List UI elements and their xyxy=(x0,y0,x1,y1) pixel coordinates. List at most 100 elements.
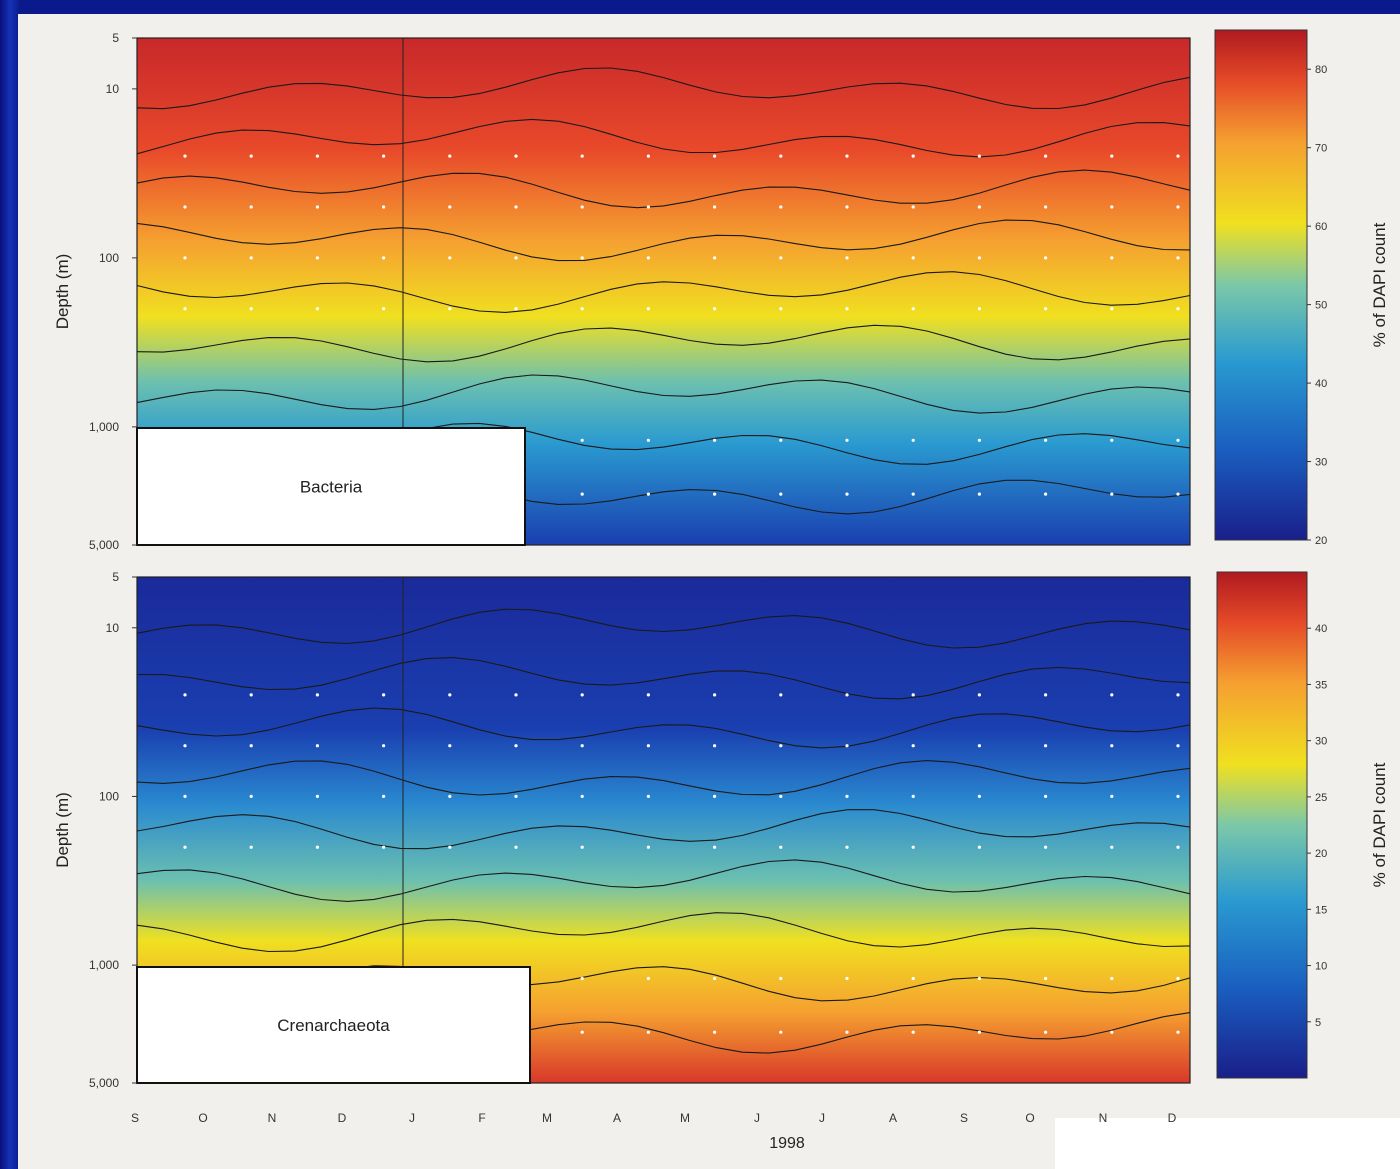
sample-point xyxy=(713,1030,717,1034)
white-cover-block xyxy=(1055,1118,1400,1169)
sample-point xyxy=(315,154,319,158)
sample-point xyxy=(977,693,982,697)
sample-point xyxy=(514,845,518,849)
sample-point xyxy=(1110,693,1114,697)
sample-point xyxy=(1110,492,1114,496)
y-tick-label: 5,000 xyxy=(89,1076,119,1090)
sample-point xyxy=(1176,307,1180,311)
sample-point xyxy=(977,845,982,849)
sample-point xyxy=(845,845,849,849)
sample-point xyxy=(911,794,915,799)
sample-point xyxy=(713,307,717,311)
panel-label: Bacteria xyxy=(300,478,363,497)
sample-point xyxy=(249,256,253,260)
sample-point xyxy=(713,438,717,442)
sample-point xyxy=(646,1030,651,1034)
y-tick-label: 10 xyxy=(106,621,120,635)
sample-point xyxy=(514,744,518,748)
sample-point xyxy=(646,154,651,158)
sample-point xyxy=(977,744,982,748)
sample-point xyxy=(911,307,915,311)
sample-point xyxy=(1176,492,1180,496)
sample-point xyxy=(1044,976,1048,981)
sample-point xyxy=(315,744,319,748)
colorbar xyxy=(1216,571,1308,1079)
sample-point xyxy=(580,256,584,260)
sample-point xyxy=(249,744,253,748)
sample-point xyxy=(911,154,915,158)
sample-point xyxy=(779,307,783,311)
y-tick-label: 1,000 xyxy=(89,420,119,434)
x-tick-label: N xyxy=(268,1111,277,1125)
sample-point xyxy=(580,438,584,442)
sample-point xyxy=(1110,976,1114,981)
y-tick-label: 5,000 xyxy=(89,538,119,552)
contour-line xyxy=(136,657,1191,700)
sample-point xyxy=(646,307,651,311)
sample-point xyxy=(448,307,452,311)
sample-point xyxy=(646,976,651,981)
sample-point xyxy=(713,794,717,799)
x-tick-label: J xyxy=(819,1111,825,1125)
x-tick-label: S xyxy=(960,1111,968,1125)
sample-point xyxy=(646,256,651,260)
sample-point xyxy=(713,492,717,496)
sample-point xyxy=(779,1030,783,1034)
sample-point xyxy=(315,205,319,209)
sample-point xyxy=(646,438,651,442)
sample-point xyxy=(845,256,849,260)
sample-point xyxy=(845,154,849,158)
colorbar-tick-label: 40 xyxy=(1315,623,1327,635)
colorbar-tick-label: 15 xyxy=(1315,904,1327,916)
sample-point xyxy=(779,438,783,442)
sample-point xyxy=(779,794,783,799)
sample-point xyxy=(249,205,253,209)
sample-point xyxy=(1176,845,1180,849)
contour-line xyxy=(136,67,1191,110)
sample-point xyxy=(1110,794,1114,799)
sample-point xyxy=(1044,794,1048,799)
sample-point xyxy=(977,794,982,799)
sample-point xyxy=(1044,205,1048,209)
panel-label-box xyxy=(136,427,526,546)
sample-point xyxy=(977,492,982,496)
sample-point xyxy=(779,845,783,849)
sample-point xyxy=(1110,256,1114,260)
sample-point xyxy=(315,307,319,311)
colorbar-tick-label: 20 xyxy=(1315,535,1327,547)
sample-point xyxy=(183,693,187,697)
sample-point xyxy=(779,205,783,209)
sample-point xyxy=(1176,205,1180,209)
sample-point xyxy=(646,492,651,496)
sample-point xyxy=(580,154,584,158)
contour-line xyxy=(136,271,1191,313)
sample-point xyxy=(1176,693,1180,697)
colorbar-tick-label: 30 xyxy=(1315,457,1327,469)
sample-point xyxy=(1110,845,1114,849)
sample-point xyxy=(514,205,518,209)
sample-point xyxy=(911,205,915,209)
sample-point xyxy=(1044,154,1048,158)
sample-point xyxy=(183,794,187,799)
sample-point xyxy=(845,794,849,799)
y-tick-label: 5 xyxy=(112,570,119,584)
sample-point xyxy=(1044,1030,1048,1034)
sample-point xyxy=(448,154,452,158)
sample-point xyxy=(845,1030,849,1034)
colorbar-tick-label: 5 xyxy=(1315,1017,1321,1029)
sample-point xyxy=(580,205,584,209)
sample-point xyxy=(1110,307,1114,311)
sample-point xyxy=(977,438,982,442)
sample-point xyxy=(514,256,518,260)
colorbar-tick-label: 70 xyxy=(1315,143,1327,155)
sample-point xyxy=(1044,845,1048,849)
sample-point xyxy=(183,845,187,849)
sample-point xyxy=(911,438,915,442)
sample-point xyxy=(1044,744,1048,748)
x-axis-year: 1998 xyxy=(769,1135,805,1152)
sample-point xyxy=(514,154,518,158)
x-tick-label: O xyxy=(198,1111,207,1125)
contour-line xyxy=(136,912,1191,953)
sample-point xyxy=(646,845,651,849)
